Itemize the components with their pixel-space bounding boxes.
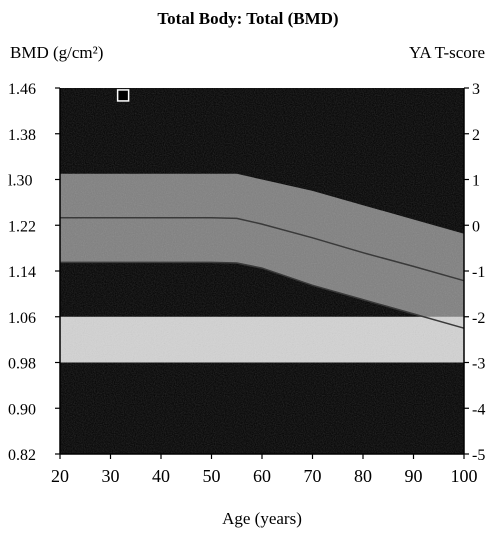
y-tick-label: 1.38 xyxy=(8,127,36,144)
right-tick-label: -2 xyxy=(472,310,485,327)
plot-layer xyxy=(60,88,465,454)
y-axis-right-label: YA T-score xyxy=(409,43,485,62)
y-axis-label: BMD (g/cm²) xyxy=(10,43,103,62)
data-point xyxy=(116,89,130,102)
x-tick-label: 80 xyxy=(354,466,372,486)
y-tick-label: 0.98 xyxy=(8,356,36,373)
x-tick-label: 50 xyxy=(203,466,221,486)
x-tick-label: 20 xyxy=(51,466,69,486)
right-tick-label: 2 xyxy=(472,127,480,144)
right-tick-label: -4 xyxy=(472,401,485,418)
x-tick-label: 60 xyxy=(253,466,271,486)
right-tick-label: 1 xyxy=(472,173,480,190)
texture-overlay xyxy=(60,88,464,454)
y-tick-label: 0.82 xyxy=(8,447,36,464)
tick-layer: 0.820.900.981.061.141.22l.301.381.46 3210… xyxy=(8,81,485,486)
y-tick-label: l.30 xyxy=(8,173,32,190)
y-tick-label: 1.46 xyxy=(8,81,36,98)
y-tick-label: 1.14 xyxy=(8,264,36,281)
right-tick-label: -5 xyxy=(472,447,485,464)
x-tick-label: 90 xyxy=(405,466,423,486)
x-tick-label: 40 xyxy=(152,466,170,486)
right-tick-label: 3 xyxy=(472,81,480,98)
reference-line xyxy=(60,217,465,282)
band-lower-line xyxy=(60,261,465,329)
x-tick-label: 100 xyxy=(451,466,478,486)
x-tick-label: 30 xyxy=(102,466,120,486)
right-tick-label: -1 xyxy=(472,264,485,281)
chart-title: Total Body: Total (BMD) xyxy=(157,9,338,28)
x-axis-label: Age (years) xyxy=(222,509,302,528)
y-tick-label: 0.90 xyxy=(8,401,36,418)
right-tick-label: 0 xyxy=(472,218,480,235)
right-tick-label: -3 xyxy=(472,356,485,373)
x-tick-label: 70 xyxy=(304,466,322,486)
y-tick-label: 1.22 xyxy=(8,218,36,235)
y-tick-label: 1.06 xyxy=(8,310,36,327)
